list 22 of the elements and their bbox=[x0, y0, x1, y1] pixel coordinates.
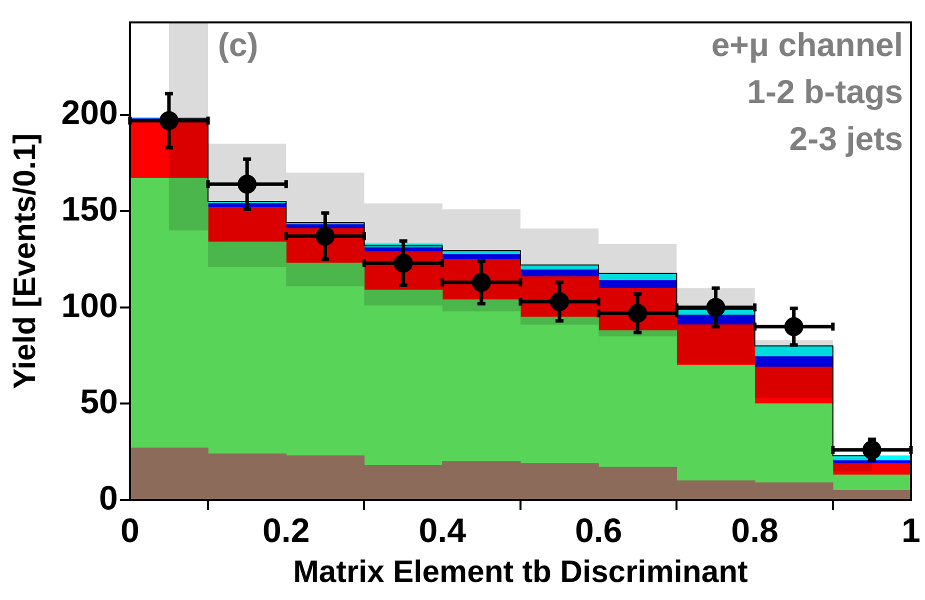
y-tick-label: 200 bbox=[61, 94, 118, 132]
x-tick-label: 0.6 bbox=[574, 512, 622, 550]
annotation: 1-2 b-tags bbox=[747, 72, 903, 110]
x-tick-label: 1 bbox=[902, 512, 920, 550]
bar bbox=[832, 463, 911, 476]
y-tick-label: 0 bbox=[99, 479, 118, 518]
annotation: 2-3 jets bbox=[789, 120, 903, 157]
bar bbox=[754, 366, 834, 404]
bar bbox=[442, 254, 521, 260]
y-axis-title: Yield [Events/0.1] bbox=[7, 133, 42, 389]
x-tick-label: 0.2 bbox=[262, 512, 310, 550]
x-tick-label: 0.4 bbox=[418, 512, 466, 550]
bar bbox=[754, 356, 834, 368]
y-tick-label: 100 bbox=[61, 286, 118, 325]
bar bbox=[520, 270, 599, 277]
annotation: e+μ channel bbox=[711, 26, 903, 63]
x-axis-title: Matrix Element tb Discriminant bbox=[293, 554, 748, 589]
bar bbox=[598, 280, 678, 288]
annotation: (c) bbox=[218, 26, 258, 63]
x-tick-label: 0.8 bbox=[731, 512, 778, 550]
y-tick-label: 50 bbox=[80, 383, 118, 422]
y-tick-label: 150 bbox=[61, 190, 118, 229]
